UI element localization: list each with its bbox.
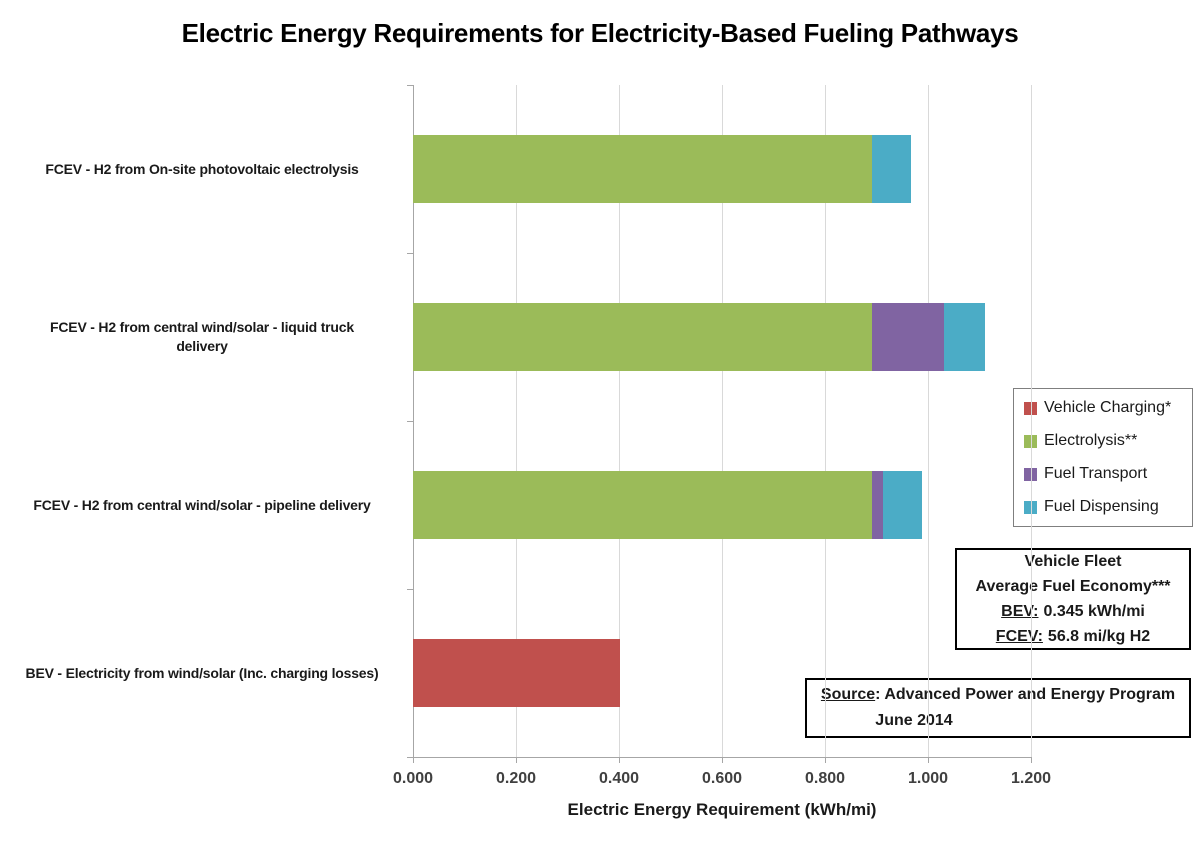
bev-value: 0.345 kWh/mi xyxy=(1043,603,1145,620)
vehicle-fleet-line2: Average Fuel Economy*** xyxy=(975,578,1171,595)
legend-item: Fuel Transport xyxy=(1014,458,1192,491)
y-axis-tick xyxy=(407,589,413,590)
source-text: : Advanced Power and Energy Program xyxy=(875,686,1176,703)
y-axis-tick xyxy=(407,421,413,422)
fcev-value: 56.8 mi/kg H2 xyxy=(1047,628,1151,645)
bar-segment-vehicle-charging- xyxy=(413,639,621,707)
category-label: FCEV - H2 from central wind/solar - pipe… xyxy=(33,496,371,513)
legend-swatch-icon xyxy=(1024,434,1037,448)
bar-segment-electrolysis- xyxy=(413,303,872,371)
vehicle-fleet-fcev: FCEV: 56.8 mi/kg H2 xyxy=(957,624,1189,649)
legend-label: Vehicle Charging* xyxy=(1044,399,1172,416)
x-axis-title: Electric Energy Requirement (kWh/mi) xyxy=(567,800,877,819)
bar-segment-fuel-dispensing xyxy=(871,135,911,203)
bar-segment-electrolysis- xyxy=(413,471,872,539)
legend-label: Fuel Transport xyxy=(1044,465,1148,482)
bar-segment-fuel-dispensing xyxy=(882,471,922,539)
category-label: BEV - Electricity from wind/solar (Inc. … xyxy=(25,664,379,681)
x-axis-tick xyxy=(928,757,929,763)
x-tick-label: 0.400 xyxy=(598,770,640,787)
vehicle-fleet-bev: BEV: 0.345 kWh/mi xyxy=(957,599,1189,624)
vehicle-fleet-line1: Vehicle Fleet xyxy=(1024,553,1122,570)
legend-item: Vehicle Charging* xyxy=(1014,392,1192,425)
x-axis-tick xyxy=(516,757,517,763)
x-axis-tick xyxy=(1031,757,1032,763)
gridline-0.800 xyxy=(825,85,826,757)
x-tick-label: 0.000 xyxy=(392,770,434,787)
bar-segment-fuel-transport xyxy=(871,303,944,371)
gridline-1.200 xyxy=(1031,85,1032,757)
bar-segment-electrolysis- xyxy=(413,135,872,203)
y-axis-line xyxy=(413,85,414,757)
legend-items: Vehicle Charging* Electrolysis** Fuel Tran… xyxy=(1014,392,1192,524)
source-label: Source xyxy=(820,686,876,703)
legend-label: Electrolysis** xyxy=(1044,432,1138,449)
bev-label: BEV: xyxy=(1001,603,1039,620)
x-axis-tick xyxy=(825,757,826,763)
bar-segment-fuel-dispensing xyxy=(943,303,986,371)
fcev-label: FCEV: xyxy=(995,628,1043,645)
x-tick-label: 1.000 xyxy=(907,770,949,787)
x-tick-label: 1.200 xyxy=(1010,770,1052,787)
y-axis-tick xyxy=(407,85,413,86)
x-tick-label: 0.800 xyxy=(804,770,846,787)
legend-swatch-icon xyxy=(1024,401,1037,415)
x-axis-tick xyxy=(413,757,414,763)
source-line1: Source: Advanced Power and Energy Progra… xyxy=(807,682,1189,708)
x-axis-line xyxy=(413,757,1031,758)
x-tick-label: 0.600 xyxy=(701,770,743,787)
category-label: FCEV - H2 from central wind/solar - liqu… xyxy=(50,319,354,354)
gridline-0.600 xyxy=(722,85,723,757)
legend-item: Electrolysis** xyxy=(1014,425,1192,458)
x-axis-tick xyxy=(722,757,723,763)
y-axis-tick xyxy=(407,253,413,254)
legend-item: Fuel Dispensing xyxy=(1014,491,1192,524)
source-line2: June 2014 xyxy=(875,712,953,729)
source-annotation: Source: Advanced Power and Energy Progra… xyxy=(805,678,1191,738)
legend-label: Fuel Dispensing xyxy=(1044,498,1159,515)
gridline-0.200 xyxy=(516,85,517,757)
y-axis-tick xyxy=(407,757,413,758)
x-tick-label: 0.200 xyxy=(495,770,537,787)
category-label: FCEV - H2 from On-site photovoltaic elec… xyxy=(45,160,359,177)
legend: Vehicle Charging* Electrolysis** Fuel Tran… xyxy=(1013,388,1193,527)
legend-swatch-icon xyxy=(1024,500,1037,514)
legend-swatch-icon xyxy=(1024,467,1037,481)
x-axis-tick xyxy=(619,757,620,763)
chart-title: Electric Energy Requirements for Electri… xyxy=(181,18,1019,48)
vehicle-fleet-annotation: Vehicle Fleet Average Fuel Economy*** BE… xyxy=(955,548,1191,650)
gridline-0.400 xyxy=(619,85,620,757)
gridline-1.000 xyxy=(928,85,929,757)
bar-segment-fuel-transport xyxy=(871,471,883,539)
